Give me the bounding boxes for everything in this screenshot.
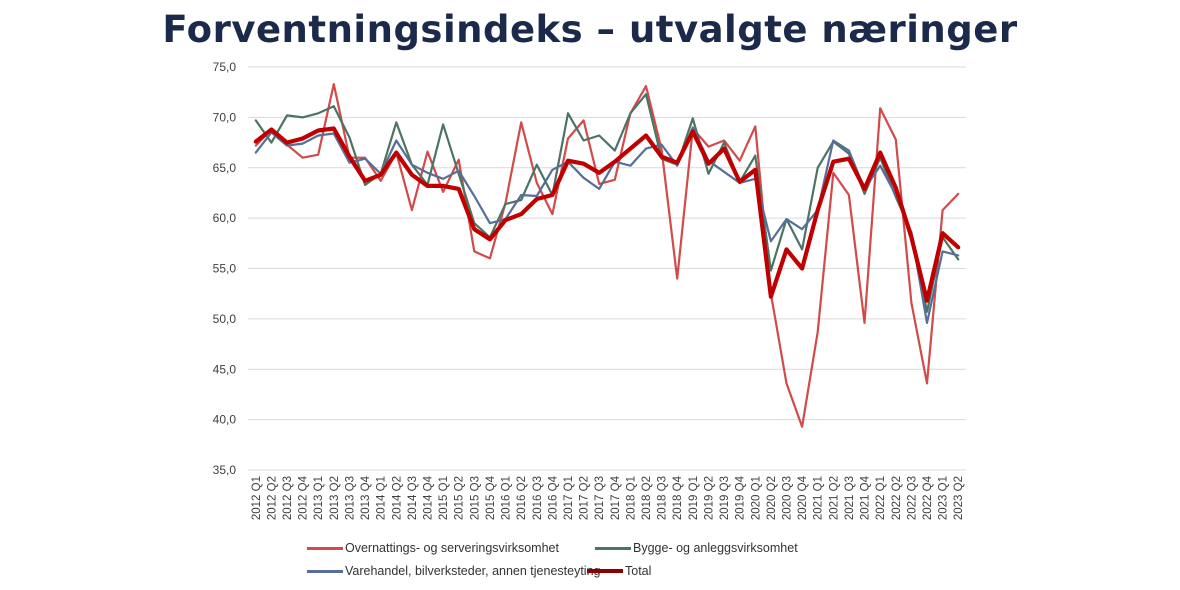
x-tick-label: 2014 Q3 xyxy=(407,476,419,520)
x-tick-label: 2014 Q1 xyxy=(376,476,388,520)
legend-item-varehandel: Varehandel, bilverksteder, annen tjenest… xyxy=(307,564,601,578)
x-tick-label: 2016 Q3 xyxy=(532,476,544,520)
x-tick-label: 2020 Q1 xyxy=(750,476,762,520)
x-tick-label: 2017 Q2 xyxy=(579,476,591,520)
x-tick-label: 2021 Q4 xyxy=(860,475,872,520)
legend-item-total: Total xyxy=(587,564,651,578)
x-tick-label: 2022 Q2 xyxy=(891,476,903,520)
x-tick-label: 2018 Q1 xyxy=(625,476,637,520)
y-tick-label: 65,0 xyxy=(213,161,237,175)
x-tick-label: 2012 Q3 xyxy=(282,476,294,520)
series-line-total xyxy=(253,126,961,303)
legend-item-bygg: Bygge- og anleggsvirksomhet xyxy=(595,541,798,555)
series-line-varehandel xyxy=(254,126,960,324)
x-tick-label: 2018 Q3 xyxy=(657,476,669,520)
x-tick-label: 2017 Q1 xyxy=(563,476,575,520)
legend-label: Varehandel, bilverksteder, annen tjenest… xyxy=(345,564,601,578)
x-tick-label: 2022 Q3 xyxy=(906,476,918,520)
x-tick-label: 2018 Q4 xyxy=(672,475,684,520)
series-lines xyxy=(253,82,961,428)
x-tick-label: 2021 Q3 xyxy=(844,476,856,520)
x-tick-label: 2023 Q2 xyxy=(953,476,965,520)
x-tick-label: 2022 Q4 xyxy=(922,475,934,520)
x-tick-label: 2017 Q4 xyxy=(610,475,622,520)
y-tick-label: 45,0 xyxy=(213,362,237,376)
x-tick-label: 2020 Q3 xyxy=(782,476,794,520)
x-tick-label: 2014 Q4 xyxy=(423,475,435,520)
y-tick-label: 75,0 xyxy=(213,60,237,74)
y-tick-label: 50,0 xyxy=(213,312,237,326)
legend-swatch xyxy=(307,546,343,550)
x-tick-label: 2012 Q1 xyxy=(251,476,263,520)
y-tick-label: 60,0 xyxy=(213,211,237,225)
y-tick-label: 40,0 xyxy=(213,413,237,427)
x-tick-label: 2015 Q3 xyxy=(469,476,481,520)
x-tick-label: 2019 Q2 xyxy=(703,476,715,520)
x-tick-label: 2016 Q2 xyxy=(516,476,528,520)
legend-label: Total xyxy=(625,564,652,578)
x-tick-label: 2012 Q2 xyxy=(266,476,278,520)
x-tick-label: 2015 Q1 xyxy=(438,476,450,520)
x-tick-label: 2021 Q1 xyxy=(813,476,825,520)
x-tick-label: 2019 Q3 xyxy=(719,476,731,520)
x-tick-label: 2020 Q2 xyxy=(766,476,778,520)
gridlines xyxy=(248,66,966,471)
x-tick-label: 2018 Q2 xyxy=(641,476,653,520)
chart-title: Forventningsindeks – utvalgte næringer xyxy=(162,8,1018,51)
x-tick-label: 2013 Q4 xyxy=(360,475,372,520)
x-tick-label: 2015 Q4 xyxy=(485,475,497,520)
x-tick-label: 2014 Q2 xyxy=(391,476,403,520)
x-tick-label: 2022 Q1 xyxy=(875,476,887,520)
legend-label: Overnattings- og serveringsvirksomhet xyxy=(345,541,559,555)
x-tick-label: 2020 Q4 xyxy=(797,475,809,520)
x-tick-label: 2013 Q1 xyxy=(313,476,325,520)
legend-swatch xyxy=(587,569,623,573)
series-line-bygge xyxy=(254,93,960,313)
y-tick-label: 70,0 xyxy=(213,110,237,124)
x-tick-label: 2012 Q4 xyxy=(298,475,310,520)
x-tick-label: 2021 Q2 xyxy=(828,476,840,520)
y-tick-label: 35,0 xyxy=(213,463,237,477)
x-axis-ticks: 2012 Q1 2012 Q2 2012 Q3 2012 Q4 2013 Q1 2013 … xyxy=(251,475,965,520)
x-tick-label: 2016 Q4 xyxy=(547,475,559,520)
x-tick-label: 2017 Q3 xyxy=(594,476,606,520)
y-axis-ticks: 35,0 40,0 45,0 50,0 55,0 60,0 65,0 70,0 75,0 xyxy=(213,60,237,477)
series-line-overnattings xyxy=(254,82,960,428)
legend-swatch xyxy=(307,569,343,573)
x-tick-label: 2023 Q1 xyxy=(938,476,950,520)
x-tick-label: 2015 Q2 xyxy=(454,476,466,520)
x-tick-label: 2013 Q3 xyxy=(344,476,356,520)
legend-swatch xyxy=(595,546,631,550)
x-tick-label: 2019 Q1 xyxy=(688,476,700,520)
legend-label: Bygge- og anleggsvirksomhet xyxy=(633,541,798,555)
x-tick-label: 2019 Q4 xyxy=(735,475,747,520)
legend-item-overnatting: Overnattings- og serveringsvirksomhet xyxy=(307,541,559,555)
x-tick-label: 2013 Q2 xyxy=(329,476,341,520)
x-tick-label: 2016 Q1 xyxy=(501,476,513,520)
y-tick-label: 55,0 xyxy=(213,262,237,276)
